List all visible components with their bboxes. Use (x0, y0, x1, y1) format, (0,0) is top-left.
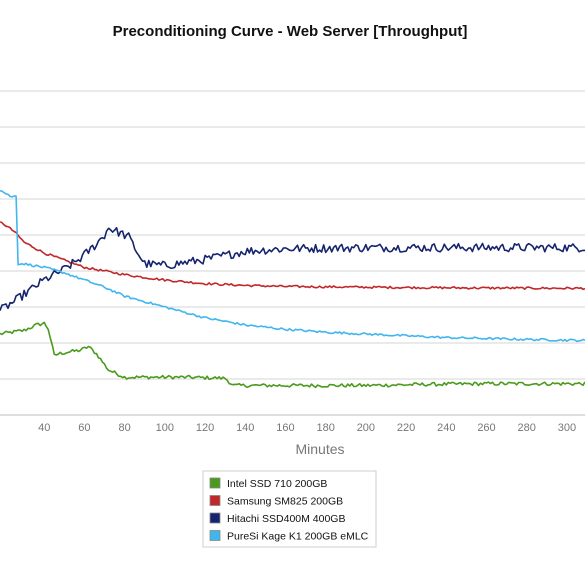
legend-entry-label: Samsung SM825 200GB (227, 496, 343, 508)
series-line-2 (0, 221, 585, 291)
legend-swatch (209, 530, 221, 541)
x-tick-label: 80 (119, 422, 131, 434)
grid-layer (0, 90, 585, 380)
series-line-3 (0, 226, 585, 311)
x-tick-label: 200 (357, 422, 375, 434)
legend-swatch (209, 477, 221, 489)
x-tick-label: 220 (397, 422, 415, 434)
legend: Intel SSD 710 200GB Samsung SM825 200GB Hi… (202, 470, 377, 548)
series-line-1 (0, 321, 585, 389)
x-tick-label: 280 (518, 422, 536, 434)
x-tick-label: 160 (276, 422, 294, 434)
x-tick-label: 300 (558, 422, 576, 434)
legend-box (202, 470, 377, 548)
x-tick-label: 140 (236, 422, 254, 434)
legend-swatch (209, 495, 221, 506)
chart-title: Preconditioning Curve - Web Server [Thro… (113, 23, 468, 40)
legend-items: Intel SSD 710 200GB Samsung SM825 200GB Hi… (209, 477, 369, 543)
legend-entry-label: Hitachi SSD400M 400GB (227, 513, 345, 525)
x-tick-label: 180 (316, 422, 334, 434)
x-axis-label: Minutes (295, 441, 344, 457)
x-tick-label: 100 (156, 422, 174, 434)
x-tick-label: 60 (78, 422, 90, 434)
legend-entry-label: Intel SSD 710 200GB (227, 478, 327, 490)
series-line-4 (0, 190, 585, 343)
x-tick-label: 40 (38, 422, 50, 434)
x-tick-label: 240 (437, 422, 455, 434)
legend-swatch (209, 512, 221, 524)
x-tick-labels: 40 60 80 100 120 140 160 180 200 220 240 260 280 300 (38, 422, 576, 434)
legend-entry-label: PureSi Kage K1 200GB eMLC (227, 531, 369, 543)
x-tick-label: 260 (477, 422, 495, 434)
x-tick-label: 120 (196, 422, 214, 434)
series-layer (0, 190, 585, 389)
